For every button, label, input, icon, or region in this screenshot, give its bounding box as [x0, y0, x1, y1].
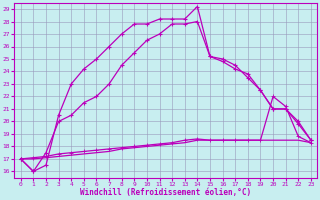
X-axis label: Windchill (Refroidissement éolien,°C): Windchill (Refroidissement éolien,°C) [80, 188, 252, 197]
